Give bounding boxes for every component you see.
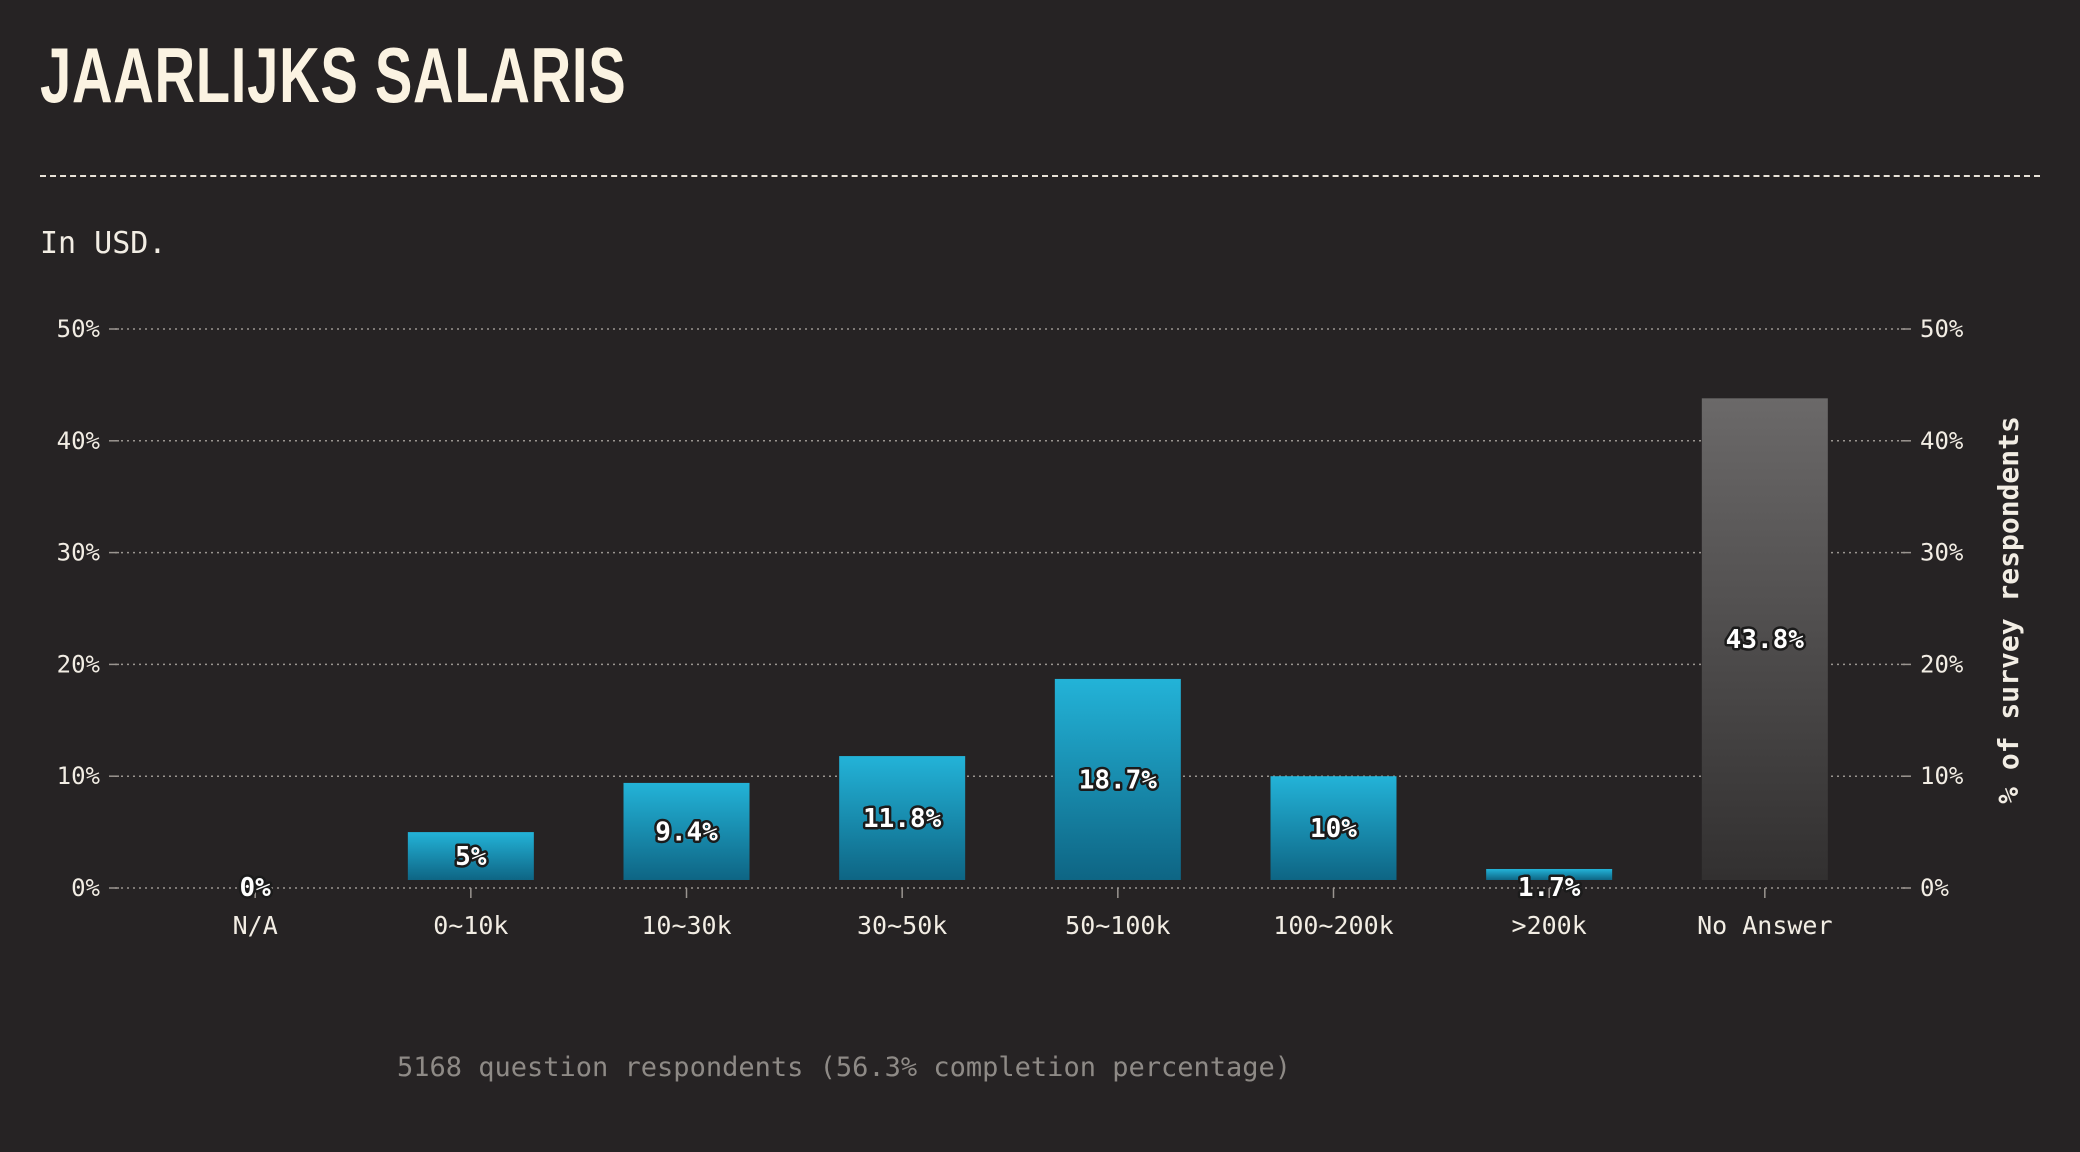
data-label: 11.8% [863,804,942,834]
y-tick-label-right: 0% [1920,874,1949,902]
x-tick-label: 10~30k [641,911,731,940]
bar [623,782,750,880]
chart-subtitle: In USD. [40,226,167,261]
data-label: 43.8% [1726,625,1805,655]
y-tick-label-right: 30% [1920,539,1964,567]
data-label: 10% [1310,814,1357,844]
label-layer: 0% 0% 10% 10% 20% 20% 30% 30% 40% 40% 50% 50% N/A 0% 0… [57,315,1964,940]
bar [1701,398,1828,880]
y-tick-label-left: 40% [57,427,101,455]
y-tick-label-right: 20% [1920,650,1964,678]
data-label: 5% [455,842,487,872]
footer-note: 5168 question respondents (56.3% complet… [396,1052,1292,1083]
bar [839,756,966,880]
data-label: 9.4% [655,817,718,847]
y-tick-label-left: 30% [57,539,101,567]
bar [1054,678,1181,880]
bar [1486,868,1613,880]
x-tick-label: 30~50k [857,911,947,940]
bar [407,832,534,880]
x-tick-label: N/A [233,911,278,940]
grid-layer [109,328,1911,898]
y-axis-label: % of survey respondents [1992,416,2025,804]
y-tick-label-right: 50% [1920,315,1964,343]
y-tick-label-left: 10% [57,762,101,790]
bar [1270,776,1397,880]
x-tick-label: 100~200k [1273,911,1393,940]
data-label: 0% [240,873,272,903]
y-tick-label-right: 10% [1920,762,1964,790]
x-tick-label: 0~10k [433,911,508,940]
bar-chart: 0% 0% 10% 10% 20% 20% 30% 30% 40% 40% 50% 50% N/A 0% 0… [57,315,2025,940]
y-tick-label-left: 20% [57,650,101,678]
x-tick-label: >200k [1512,911,1587,940]
y-tick-label-left: 50% [57,315,101,343]
data-label: 1.7% [1518,873,1581,903]
chart-title: JAARLIJKS SALARIS [40,31,627,119]
data-label: 18.7% [1079,765,1158,795]
bar-layer [407,398,1828,880]
y-tick-label-left: 0% [71,874,100,902]
y-tick-label-right: 40% [1920,427,1964,455]
x-tick-label: 50~100k [1065,911,1170,940]
x-tick-label: No Answer [1697,911,1832,940]
title-divider [40,175,2040,177]
